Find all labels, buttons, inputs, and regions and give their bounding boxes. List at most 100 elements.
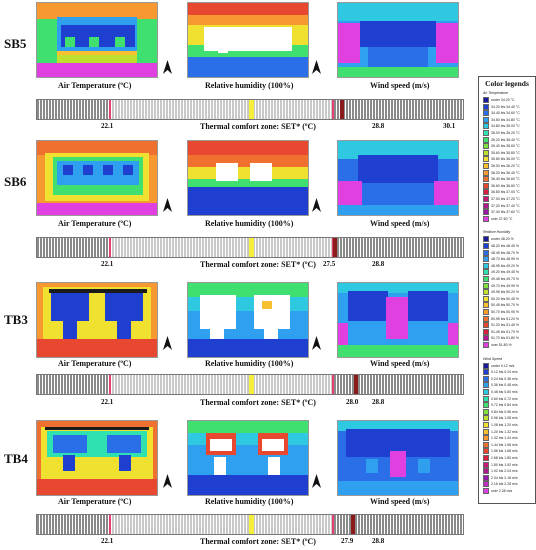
- bar-stripe: [415, 100, 417, 119]
- bar-stripe: [43, 515, 45, 534]
- bar-stripe: [217, 100, 219, 119]
- bar-stripe: [295, 100, 297, 119]
- legend-swatch: [483, 488, 489, 494]
- legend-swatch: [483, 375, 489, 382]
- bar-stripe: [343, 375, 345, 394]
- bar-stripe: [274, 100, 276, 119]
- bar-stripe: [157, 515, 159, 534]
- bar-stripe: [286, 375, 288, 394]
- legend-label: 0.96 bis 1.08 m/s: [491, 416, 518, 421]
- bar-stripe: [268, 375, 270, 394]
- bar-stripe: [271, 515, 273, 534]
- set-value: 30.1: [443, 122, 456, 130]
- legend-label: 36.40 bis 36.60 °C: [491, 177, 520, 182]
- bar-stripe: [310, 515, 312, 534]
- bar-stripe: [352, 375, 354, 394]
- bar-stripe: [214, 100, 216, 119]
- legend-label: 34.80 bis 35.00 °C: [491, 124, 520, 129]
- bar-stripe: [364, 515, 366, 534]
- bar-stripe: [67, 515, 69, 534]
- bar-stripe: [352, 238, 354, 257]
- bar-stripe: [379, 375, 381, 394]
- bar-stripe: [187, 100, 189, 119]
- bar-stripe: [304, 515, 306, 534]
- bar-stripe: [370, 375, 372, 394]
- bar-stripe: [301, 238, 303, 257]
- bar-stripe: [229, 238, 231, 257]
- legend-label: 49.95 bis 50.20 %: [491, 290, 520, 295]
- legend-swatch: [483, 130, 489, 136]
- bar-stripe: [211, 238, 213, 257]
- legend-label: 51.70 bis 51.80 %: [491, 336, 520, 341]
- legend-label: 36.20 bis 36.40 °C: [491, 170, 520, 175]
- bar-stripe: [157, 238, 159, 257]
- bar-stripe: [79, 238, 81, 257]
- bar-stripe: [328, 515, 330, 534]
- bar-stripe: [112, 238, 114, 257]
- bar-stripe: [241, 515, 243, 534]
- bar-stripe: [445, 238, 447, 257]
- bar-stripe: [256, 238, 258, 257]
- bar-stripe: [208, 238, 210, 257]
- bar-stripe: [244, 515, 246, 534]
- bar-stripe: [421, 100, 423, 119]
- bar-stripe: [133, 515, 135, 534]
- bar-stripe: [310, 238, 312, 257]
- bar-stripe: [319, 375, 321, 394]
- legend-swatch: [483, 408, 489, 415]
- sb6-comfort-bar: [36, 237, 464, 258]
- north-arrow-icon: [312, 336, 321, 350]
- bar-stripe: [148, 238, 150, 257]
- bar-stripe: [409, 515, 411, 534]
- legend-swatch: [483, 282, 489, 289]
- bar-stripe: [259, 238, 261, 257]
- bar-stripe: [187, 515, 189, 534]
- bar-stripe: [73, 238, 75, 257]
- legend-swatch: [483, 302, 489, 309]
- bar-stripe: [223, 100, 225, 119]
- comfort-marker: [249, 515, 254, 534]
- bar-stripe: [316, 515, 318, 534]
- legend-label: 49.70 bis 49.95 %: [491, 283, 520, 288]
- bar-stripe: [94, 238, 96, 257]
- bar-stripe: [325, 100, 327, 119]
- caption-air-temperature: Air Temperature (ºC): [58, 359, 132, 368]
- legend-swatch: [483, 335, 489, 342]
- legend-swatch: [483, 289, 489, 296]
- bar-stripe: [103, 100, 105, 119]
- bar-stripe: [337, 238, 339, 257]
- bar-stripe: [316, 238, 318, 257]
- legend-swatch: [483, 389, 489, 395]
- bar-stripe: [136, 238, 138, 257]
- bar-stripe: [418, 515, 420, 534]
- legend-title: Color legends: [485, 79, 529, 88]
- bar-stripe: [325, 375, 327, 394]
- bar-stripe: [394, 238, 396, 257]
- bar-stripe: [100, 238, 102, 257]
- bar-stripe: [325, 238, 327, 257]
- legend-swatch: [483, 256, 489, 263]
- bar-stripe: [124, 238, 126, 257]
- bar-stripe: [280, 100, 282, 119]
- bar-stripe: [139, 375, 141, 394]
- high-threshold: 28.8: [372, 122, 385, 130]
- bar-stripe: [214, 238, 216, 257]
- bar-stripe: [292, 238, 294, 257]
- bar-stripe: [142, 238, 144, 257]
- bar-stripe: [187, 238, 189, 257]
- bar-stripe: [145, 238, 147, 257]
- bar-stripe: [244, 238, 246, 257]
- bar-stripe: [106, 515, 108, 534]
- sb5-relative-humidity-map: [187, 2, 309, 78]
- bar-stripe: [121, 515, 123, 534]
- bar-stripe: [346, 375, 348, 394]
- bar-stripe: [220, 238, 222, 257]
- bar-stripe: [52, 238, 54, 257]
- bar-stripe: [130, 375, 132, 394]
- bar-stripe: [337, 515, 339, 534]
- legend-label: 36.00 bis 36.20 °C: [491, 164, 520, 168]
- bar-stripe: [439, 515, 441, 534]
- bar-stripe: [451, 375, 453, 394]
- legend-swatch: [483, 395, 489, 402]
- bar-stripe: [397, 100, 399, 119]
